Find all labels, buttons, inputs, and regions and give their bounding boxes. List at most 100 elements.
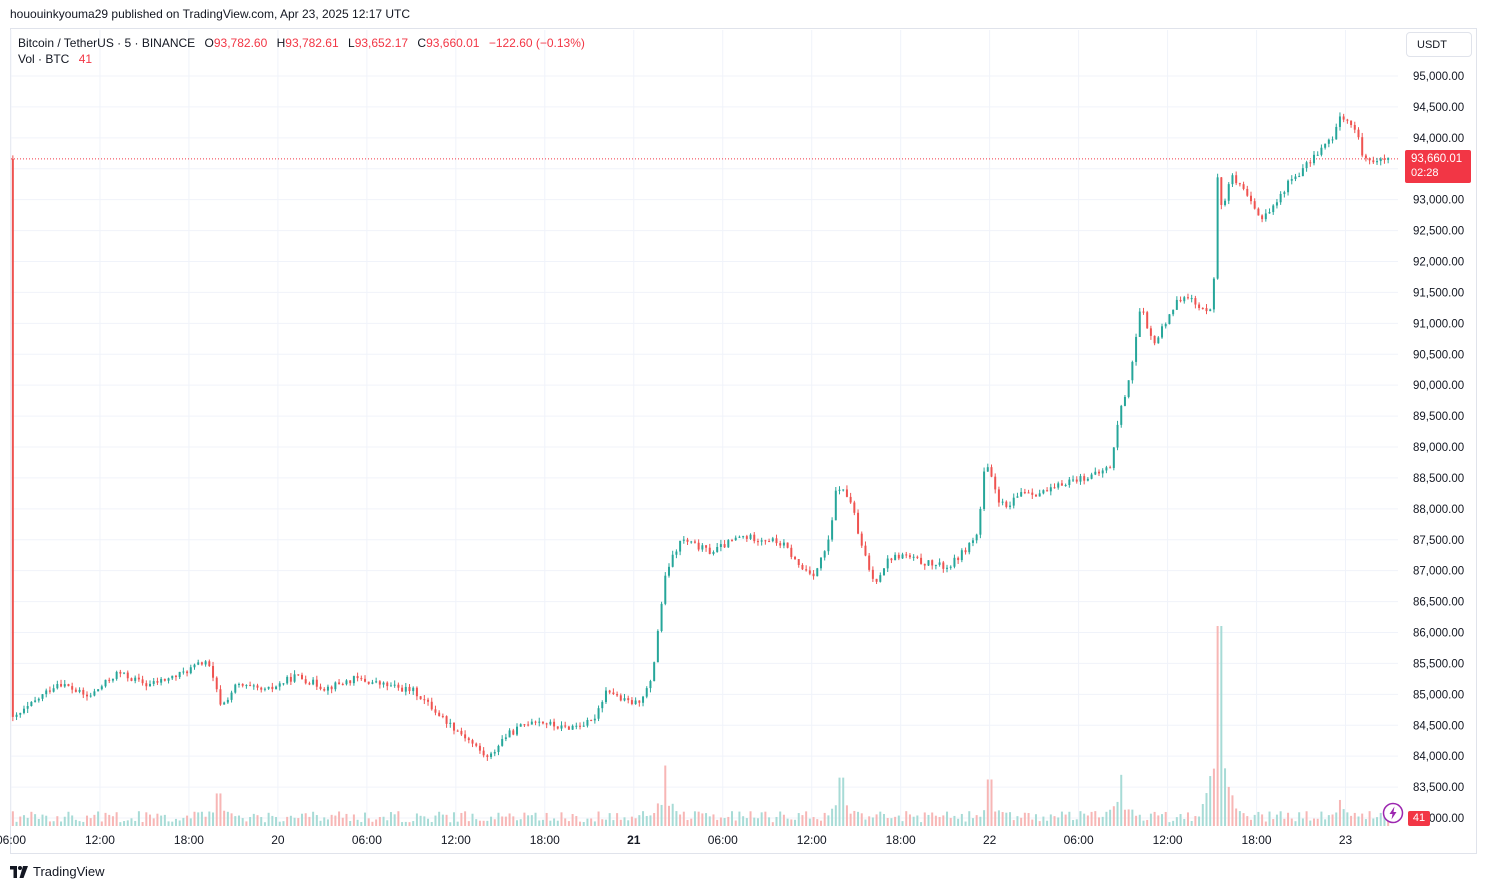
volume-bar: [857, 811, 860, 826]
low-label: L: [348, 36, 355, 50]
candle-body: [712, 551, 715, 554]
volume-bar: [1376, 817, 1379, 826]
candle-body: [334, 682, 337, 690]
volume-bar: [108, 814, 111, 826]
volume-bar: [1020, 817, 1023, 826]
candle-body: [275, 686, 278, 690]
volume-bar: [341, 817, 344, 826]
volume-bar: [679, 814, 682, 826]
candle-body: [460, 730, 463, 735]
candle-body: [960, 550, 963, 561]
candle-body: [971, 540, 974, 543]
volume-bar: [1001, 812, 1004, 826]
candle-body: [731, 540, 734, 542]
volume-bar: [686, 819, 689, 826]
volume-bar: [719, 817, 722, 826]
volume-bar: [85, 815, 88, 826]
volume-bar: [541, 819, 544, 826]
candle-body: [997, 489, 1000, 503]
candle-body: [1283, 192, 1286, 194]
candle-body: [37, 698, 40, 701]
candle-body: [26, 706, 29, 709]
high-label: H: [276, 36, 286, 50]
candle-body: [338, 682, 341, 685]
volume-bar: [797, 813, 800, 826]
candle-body: [1153, 335, 1156, 344]
volume-bar: [1046, 820, 1049, 826]
high-value: 93,782.61: [285, 36, 339, 50]
candle-body: [1294, 176, 1297, 180]
volume-indicator-label[interactable]: Vol · BTC: [18, 52, 70, 66]
volume-bar: [78, 821, 81, 826]
time-tick-label: 21: [627, 833, 641, 847]
volume-bar: [1368, 811, 1371, 826]
tradingview-brand[interactable]: TradingView: [10, 864, 105, 879]
open-value: 93,782.60: [213, 36, 268, 50]
volume-bar: [1153, 811, 1156, 826]
volume-bar: [842, 777, 845, 826]
candle-body: [1116, 424, 1119, 448]
bar-countdown: 02:28: [1411, 167, 1439, 179]
chart-grid: [10, 30, 1398, 826]
candle-body: [326, 686, 329, 691]
candle-body: [1361, 137, 1364, 156]
volume-bar: [193, 811, 196, 826]
candle-body: [1190, 298, 1193, 300]
symbol-title[interactable]: Bitcoin / TetherUS · 5 · BINANCE: [18, 36, 196, 50]
volume-bar: [960, 813, 963, 826]
time-tick-label: 20: [271, 833, 285, 847]
volume-bar: [971, 818, 974, 826]
candle-body: [11, 158, 14, 717]
volume-bar: [423, 816, 426, 826]
volume-bar: [712, 814, 715, 826]
lightning-icon[interactable]: [1382, 802, 1404, 824]
open-label: O: [204, 36, 214, 50]
volume-bar: [923, 812, 926, 826]
volume-bar: [942, 815, 945, 826]
volume-bar: [315, 815, 318, 826]
candle-body: [979, 508, 982, 535]
time-axis: 06:00 12:00 18:00 20 06:00 12:00 18:00 21 06:00 1…: [0, 833, 1353, 847]
candle-body: [942, 562, 945, 569]
price-tick-label: 92,000.00: [1413, 257, 1464, 269]
candle-body: [1038, 493, 1041, 497]
candle-body: [1368, 158, 1371, 161]
currency-button[interactable]: USDT: [1406, 32, 1472, 57]
volume-bar: [300, 813, 303, 826]
volume-bar: [278, 821, 281, 826]
candle-body: [1357, 129, 1360, 138]
candle-body: [1094, 471, 1097, 475]
volume-bar: [794, 819, 797, 826]
volume-bar: [393, 814, 396, 826]
candle-body: [71, 686, 74, 690]
volume-bar: [1131, 809, 1134, 826]
candle-body: [756, 541, 759, 543]
volume-bar: [419, 815, 422, 826]
volume-bar: [89, 818, 92, 826]
volume-bar: [345, 813, 348, 826]
candle-body: [1023, 492, 1026, 494]
candle-body: [946, 567, 949, 569]
volume-bar: [1205, 793, 1208, 826]
volume-bar: [671, 803, 674, 826]
volume-bar: [226, 811, 229, 826]
candle-body: [649, 681, 652, 689]
candle-body: [834, 490, 837, 521]
candle-body: [619, 695, 622, 701]
candle-body: [916, 556, 919, 558]
last-price-value: 93,660.01: [1411, 153, 1463, 165]
volume-bar: [1179, 814, 1182, 826]
candle-body: [493, 752, 496, 754]
candle-body: [478, 745, 481, 751]
candle-body: [549, 721, 552, 725]
candle-body: [171, 675, 174, 679]
volume-bar: [364, 812, 367, 826]
volume-bar: [215, 793, 218, 826]
candle-body: [1279, 193, 1282, 203]
candle-body: [612, 692, 615, 695]
candle-body: [1227, 184, 1230, 201]
candle-body: [697, 542, 700, 550]
volume-bar: [816, 819, 819, 826]
candle-body: [1146, 312, 1149, 329]
